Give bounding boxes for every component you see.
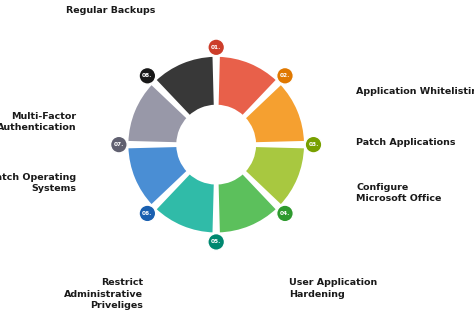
Wedge shape [217, 56, 278, 117]
Circle shape [208, 39, 225, 56]
Text: 05.: 05. [211, 239, 221, 244]
Wedge shape [244, 83, 305, 144]
Text: 03.: 03. [308, 142, 319, 147]
Circle shape [277, 67, 293, 84]
Text: 04.: 04. [280, 211, 290, 216]
Wedge shape [127, 146, 188, 206]
Circle shape [139, 205, 155, 222]
Circle shape [208, 234, 225, 250]
Text: Regular Backups: Regular Backups [66, 6, 155, 15]
Circle shape [178, 106, 255, 183]
Circle shape [277, 205, 293, 222]
Wedge shape [127, 83, 188, 144]
Text: 08.: 08. [142, 73, 153, 78]
Text: 01.: 01. [211, 45, 221, 50]
Circle shape [305, 136, 322, 153]
Wedge shape [155, 173, 215, 234]
Circle shape [110, 136, 127, 153]
Text: 07.: 07. [114, 142, 124, 147]
Text: Multi-Factor
Authentication: Multi-Factor Authentication [0, 112, 76, 132]
Wedge shape [244, 146, 305, 206]
Text: Configure
Microsoft Office: Configure Microsoft Office [356, 183, 441, 203]
Text: Patch Operating
Systems: Patch Operating Systems [0, 173, 76, 193]
Wedge shape [155, 56, 215, 117]
Text: Restrict
Administrative
Priveliges: Restrict Administrative Priveliges [64, 278, 143, 310]
Circle shape [139, 67, 155, 84]
Text: User Application
Hardening: User Application Hardening [289, 278, 377, 299]
Text: Patch Applications: Patch Applications [356, 138, 456, 147]
Text: 02.: 02. [280, 73, 290, 78]
Wedge shape [217, 173, 278, 234]
Text: 06.: 06. [142, 211, 153, 216]
Text: Application Whitelisting: Application Whitelisting [356, 87, 474, 96]
